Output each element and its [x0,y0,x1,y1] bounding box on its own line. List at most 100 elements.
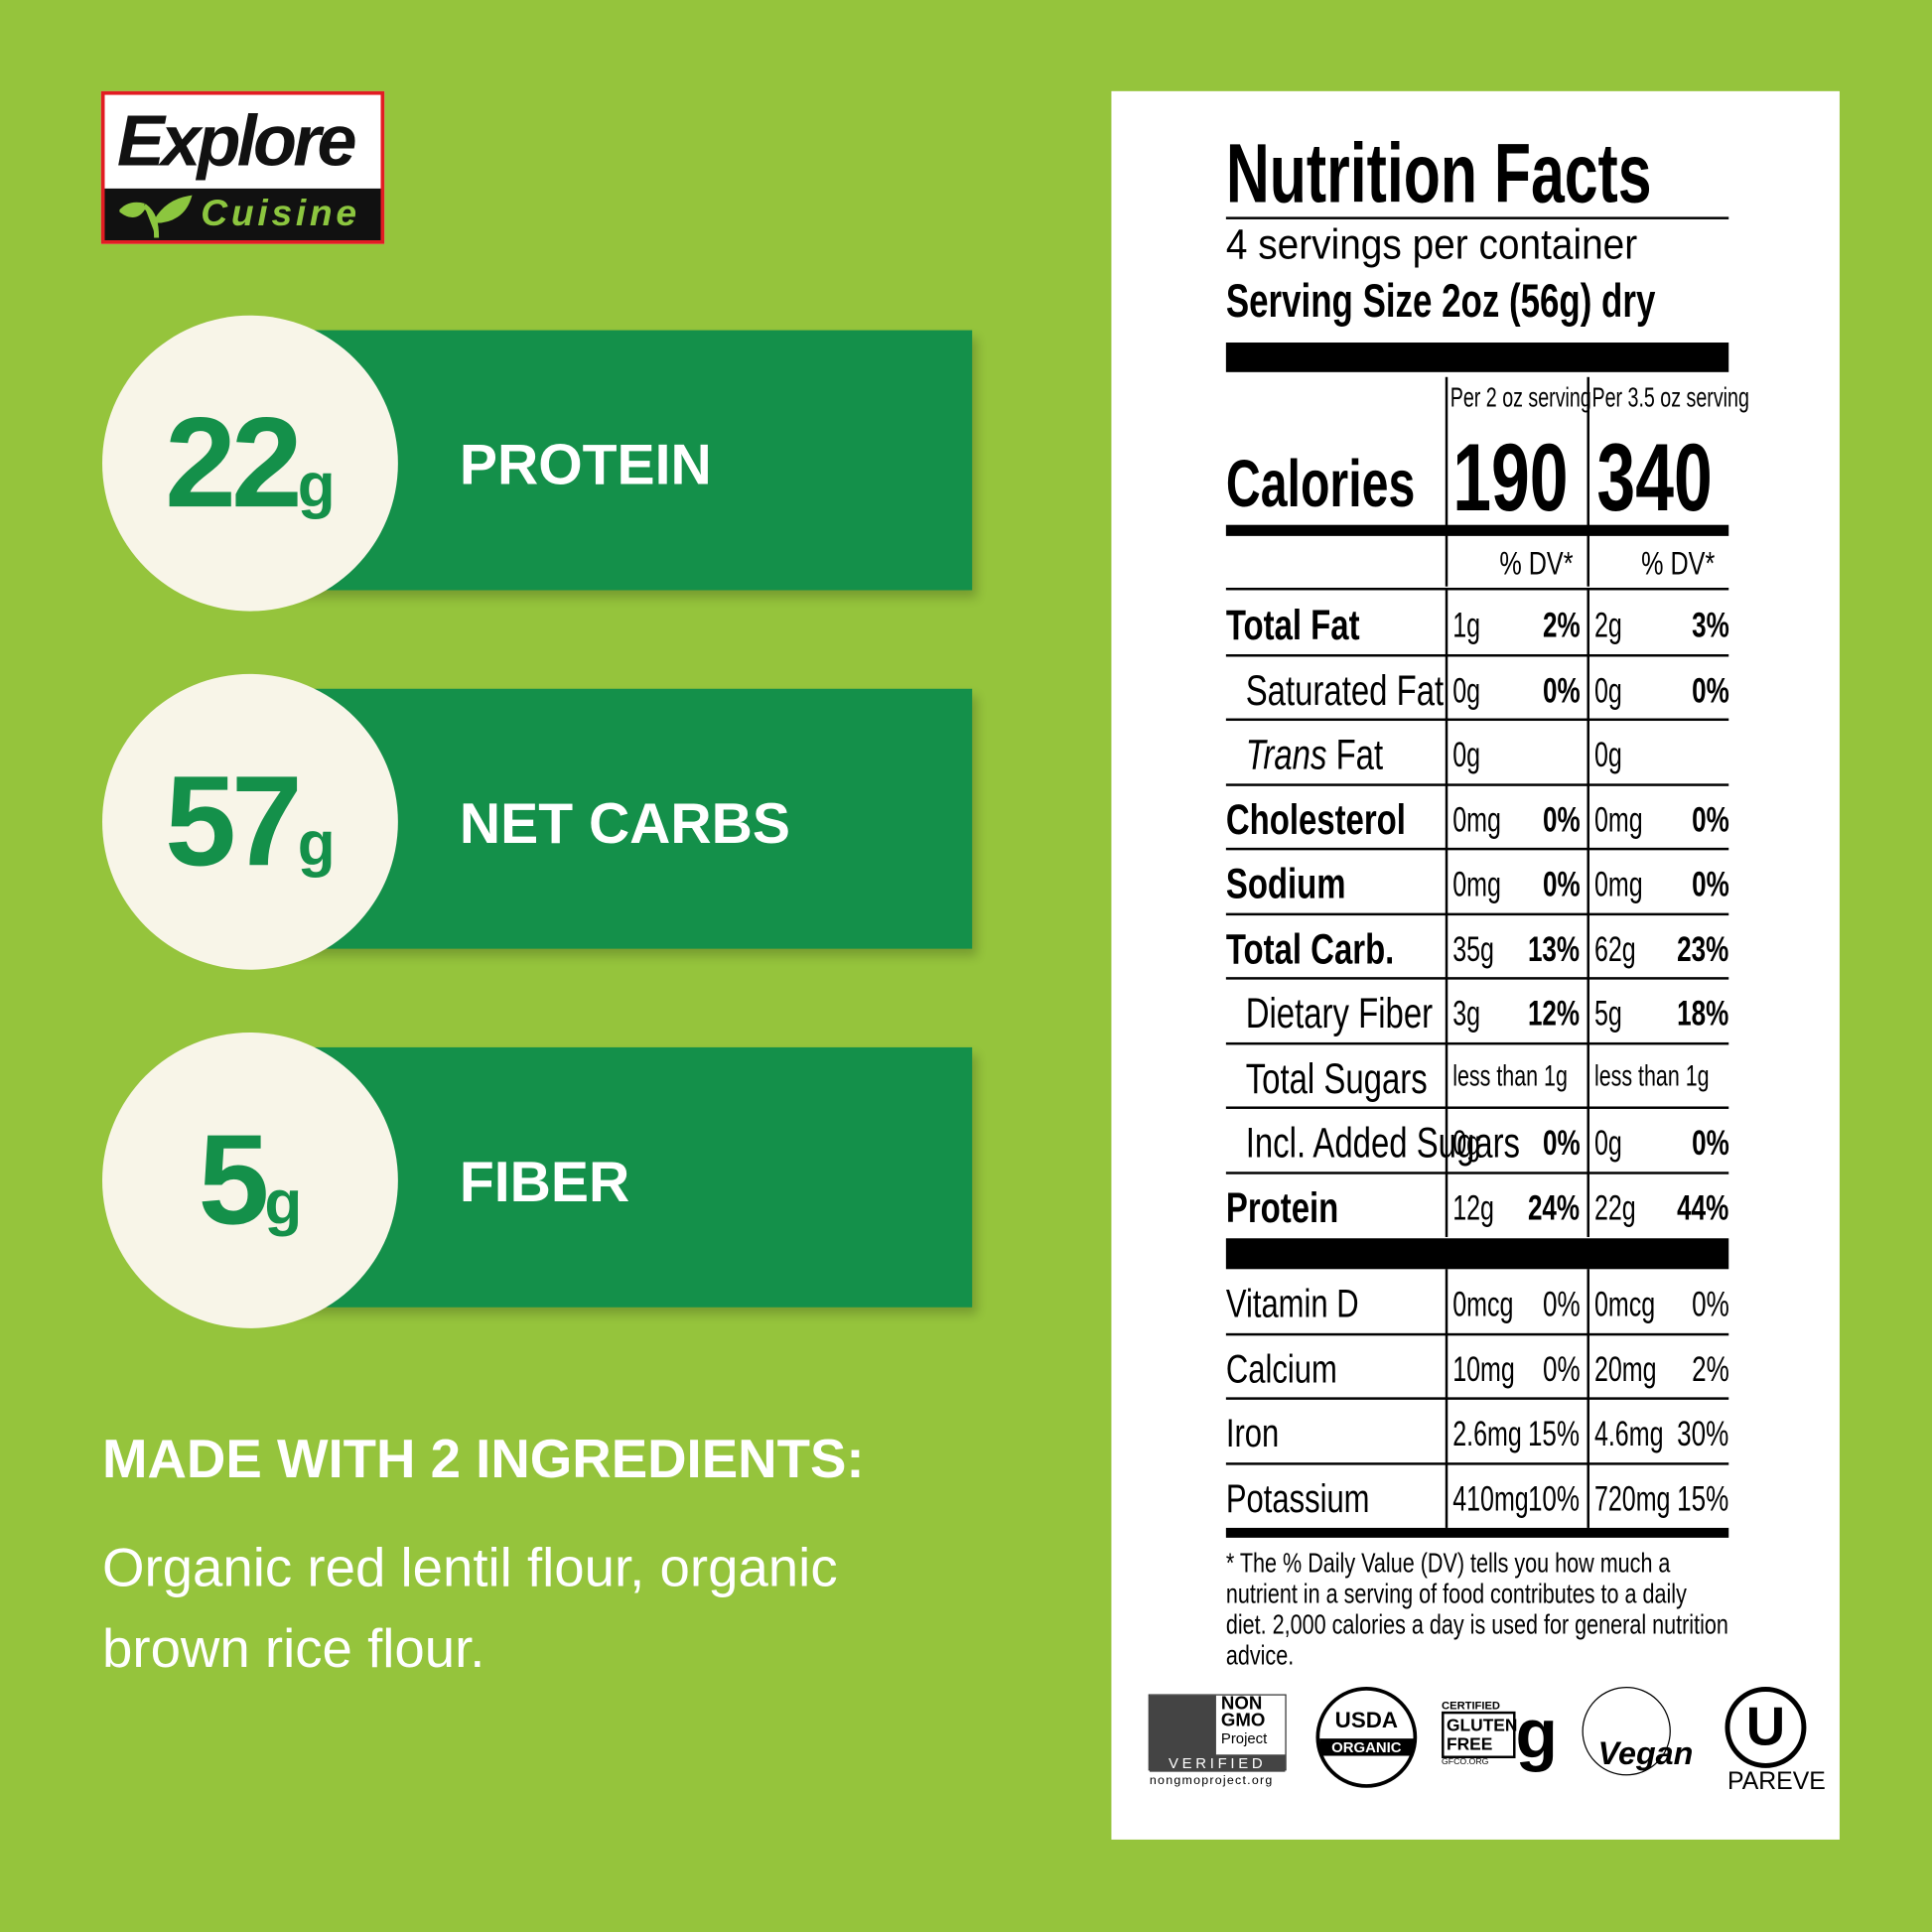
nf-dv: 0% [1530,1285,1580,1324]
nf-amount: 0g [1594,671,1633,711]
nf-row-label: Total Carb. [1225,925,1395,973]
nf-row-label: Fat [1335,732,1384,779]
rule [1225,216,1729,219]
nf-row-italic: Trans [1245,732,1327,779]
nf-row-label: Dietary Fiber [1245,990,1434,1037]
rule [1225,1461,1729,1465]
logo: Explore Cuisine [100,90,385,244]
usda-badge: USDA ORGANIC [1315,1687,1418,1788]
nf-dv-text: 0% [1542,1285,1581,1323]
nf-col-header: Per 3.5 oz serving [1591,382,1810,414]
nf-amount-text: less than 1g [1593,1058,1710,1093]
nongmo-icon [1149,1695,1216,1757]
nf-amount-text: 3g [1452,994,1481,1034]
stat-number: 22 [165,391,303,535]
rule [1445,849,1449,914]
rule [1225,587,1729,591]
gluten-badge: CERTIFIED GLUTEN FREE GFCO.ORG g [1442,1699,1565,1772]
rule [1587,978,1589,1043]
nf-dv-text: 10% [1527,1478,1581,1518]
nf-dv-text: 13% [1527,929,1581,968]
nf-dv-text: 2% [1542,606,1581,645]
nf-amount-text: 0mg [1593,865,1643,903]
nf-title-text: Nutrition Facts [1225,126,1652,221]
rule [1445,1269,1449,1334]
nf-row-name: Total Fat [1226,603,1398,650]
t: GFCO.ORG [1442,1758,1489,1767]
nf-amount-text: 5g [1593,994,1622,1034]
nf-row-label: Total Sugars [1245,1054,1428,1103]
rule [1587,719,1589,784]
rule [1587,1462,1589,1528]
nf-row-name: Trans Fat [1246,732,1422,779]
nf-dv-text: 44% [1677,1188,1729,1227]
rule [1225,1171,1729,1174]
nf-amount: 20mg [1594,1350,1681,1390]
nf-dv: 0% [1530,671,1580,711]
nf-dv: 0% [1679,670,1729,711]
stat-unit: g [297,809,336,879]
nf-dv-text: 0% [1691,865,1729,903]
logo-sub: Cuisine [201,193,360,234]
nf-dv-header: % DV* [1641,545,1735,583]
stat-band [283,330,973,591]
nf-amount: 35g [1452,929,1510,969]
nf-row-name-wrap: Protein [1226,1184,1338,1232]
nf-row-label: Vitamin D [1225,1281,1359,1326]
nf-dv: 15% [1510,1415,1580,1454]
nf-servings: 4 servings per container [1226,221,1673,269]
nf-dv-text: 0% [1542,800,1581,839]
nf-row-name: Saturated Fat [1246,667,1500,715]
nf-amount-text: 0mg [1452,865,1501,903]
rule [1445,376,1449,587]
t: USDA [1334,1708,1398,1732]
nf-amount-text: 0g [1452,670,1481,710]
rule [1587,1042,1589,1108]
nf-amount-text: 0mg [1452,800,1501,839]
rule [1587,1398,1589,1463]
nf-amount-text: less than 1g [1452,1058,1568,1093]
nf-row-name-wrap: Saturated Fat [1246,667,1444,715]
stat-number: 57 [165,750,303,894]
nf-amount-text: 0mcg [1593,1285,1656,1323]
kosher-badge: U [1725,1687,1807,1768]
rule [1225,1106,1729,1109]
nf-row-name: Calcium [1226,1346,1368,1392]
nf-amount: 0mg [1594,800,1662,840]
nf-amount-text: 4.6mg [1593,1414,1664,1453]
nf-row-label: Iron [1225,1411,1280,1455]
rule [1587,1333,1589,1399]
nf-dv-text: 2% [1691,1349,1729,1389]
nf-amount: 0mcg [1452,1285,1537,1324]
nf-dv-text: 23% [1677,929,1729,968]
rule [1445,1107,1449,1173]
nf-amount-text: 12g [1452,1188,1494,1227]
stat-label: NET CARBS [459,790,790,856]
nf-dv-text: 3% [1691,606,1729,645]
stat-number: 5 [198,1108,270,1252]
nf-row-label: Total Fat [1225,602,1360,650]
nf-amount: 0mcg [1594,1285,1679,1324]
nf-dv-text: 0% [1691,670,1729,710]
stat-band [283,1046,973,1308]
nf-amount: 0g [1452,736,1491,775]
nf-amount: 10mg [1452,1350,1539,1390]
rule [1445,1462,1449,1528]
nf-dv: 10% [1510,1479,1580,1519]
nf-amount: 0mg [1452,865,1520,904]
nf-amount-text: 0g [1593,670,1622,710]
rule [1445,654,1449,720]
stat-circle: 57g [102,673,398,970]
nf-calories-text: 190 [1452,422,1569,531]
nf-dv: 0% [1530,1124,1580,1164]
nf-dv-text: 12% [1527,994,1581,1034]
nf-calories: 190 [1452,421,1613,533]
nf-amount-text: 0mcg [1452,1285,1514,1323]
stat-circle: 5g [102,1033,398,1328]
nf-dv-text: 0% [1691,1123,1729,1163]
nf-row-name: Sodium [1226,862,1380,909]
nf-footnote: * The % Daily Value (DV) tells you how m… [1225,1547,1728,1671]
ingredients-heading: MADE WITH 2 INGREDIENTS: [102,1429,865,1490]
nf-dv-text: 0% [1542,670,1581,710]
rule [1445,719,1449,784]
